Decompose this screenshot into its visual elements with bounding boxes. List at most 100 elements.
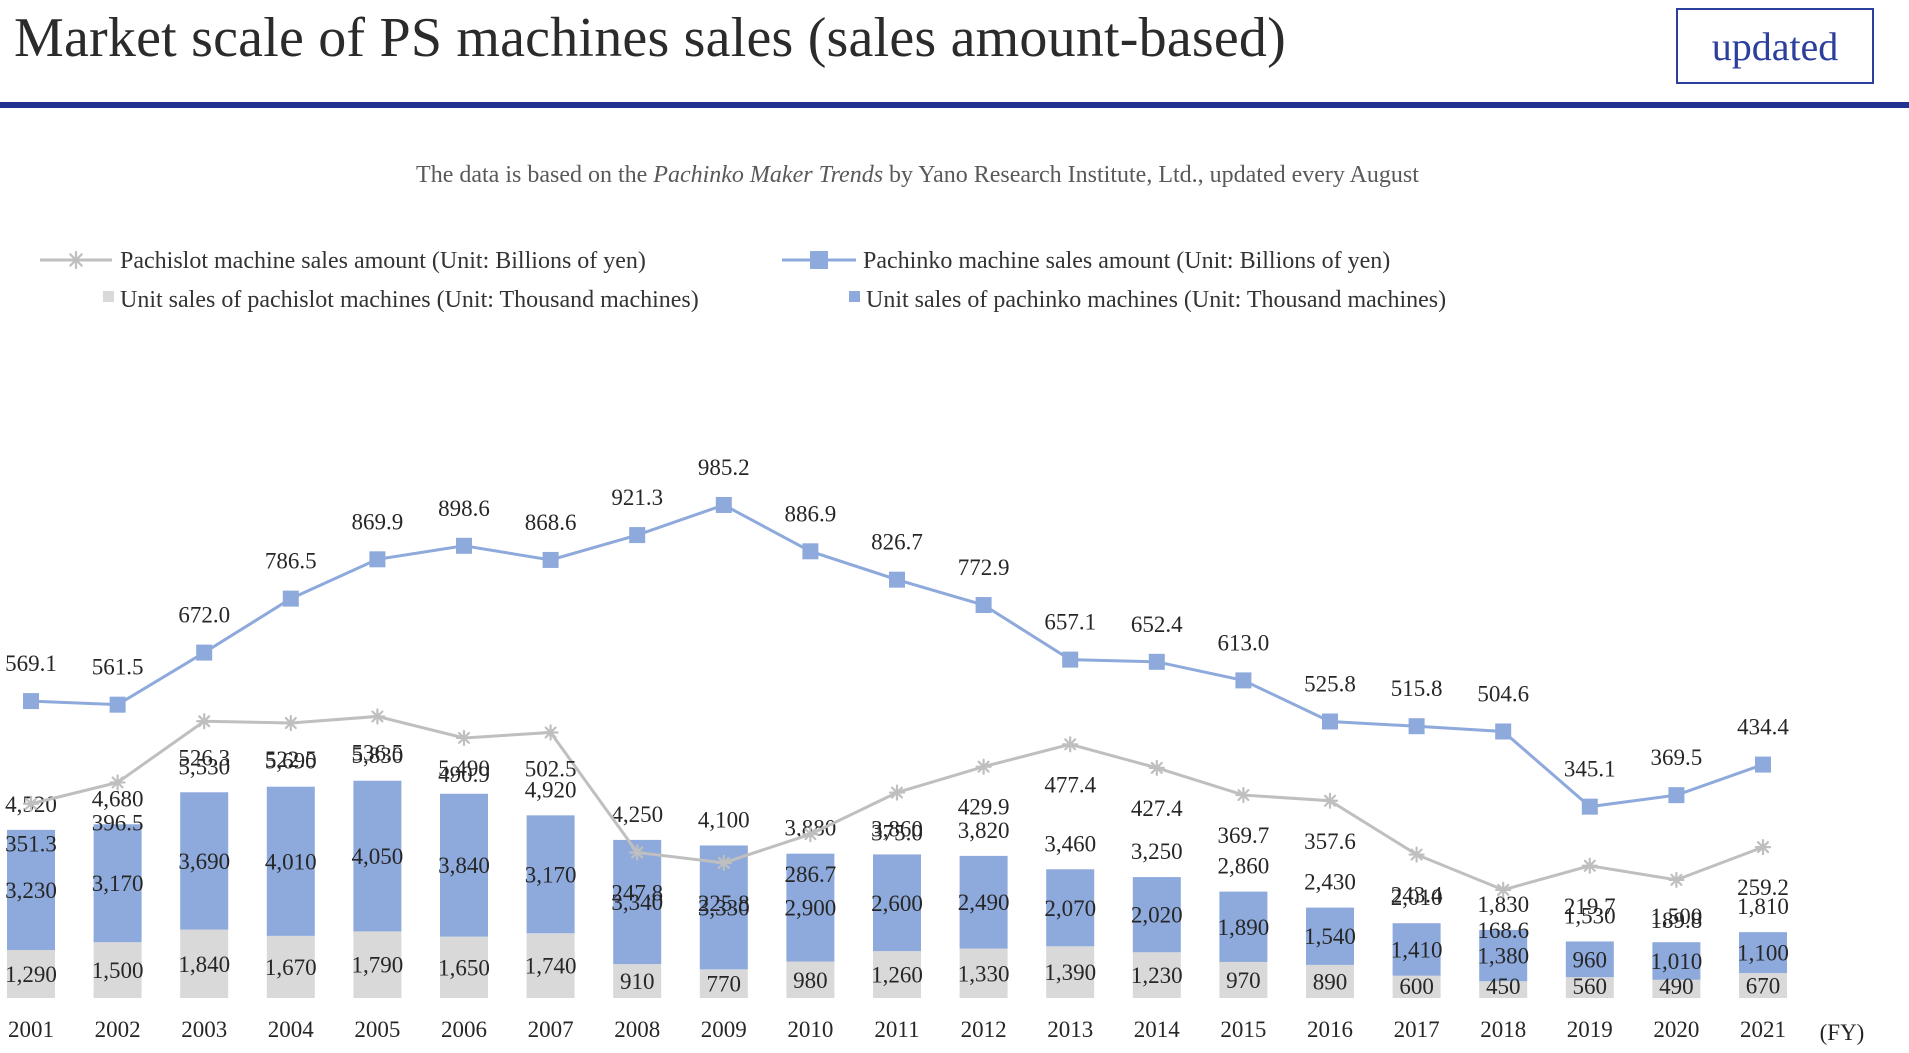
title-rule — [0, 102, 1909, 108]
data-label-total-units: 5,530 — [178, 754, 230, 779]
data-label-pachislot-amount: 375.0 — [871, 821, 923, 846]
data-label-total-units: 4,100 — [698, 807, 750, 832]
x-tick-label: 2002 — [95, 1017, 141, 1042]
data-label-pachislot-amount: 526.3 — [178, 745, 230, 770]
point-pachinko-amount — [1668, 787, 1685, 804]
data-label-pachislot-amount: 259.2 — [1737, 875, 1789, 900]
x-tick-label: 2016 — [1307, 1017, 1353, 1042]
data-label-pachinko-units: 3,230 — [5, 878, 57, 903]
point-pachinko-amount — [1408, 718, 1425, 735]
bar-pachinko-units — [786, 853, 835, 962]
data-label-pachislot-units: 1,390 — [1044, 960, 1096, 985]
data-label-pachinko-amount: 985.2 — [698, 455, 750, 480]
point-pachinko-amount — [1148, 653, 1165, 670]
data-label-pachinko-amount: 898.6 — [438, 496, 490, 521]
x-tick-label: 2004 — [268, 1017, 315, 1042]
data-label-total-units: 5,830 — [352, 743, 404, 768]
source-text-post: by Yano Research Institute, Ltd., update… — [883, 162, 1419, 188]
bar-pachinko-units — [180, 792, 229, 930]
bar-pachislot-units — [353, 931, 402, 998]
bar-pachinko-units — [1479, 929, 1528, 982]
point-pachinko-amount — [109, 696, 126, 713]
legend-label-pachinko-amount: Pachinko machine sales amount (Unit: Bil… — [863, 248, 1390, 274]
point-pachinko-amount — [542, 551, 559, 568]
point-pachislot-amount — [542, 724, 559, 741]
data-label-pachislot-units: 450 — [1486, 974, 1521, 999]
point-pachinko-amount — [802, 543, 819, 560]
point-pachinko-amount — [1062, 651, 1079, 668]
bar-pachinko-units — [1046, 869, 1095, 947]
point-pachinko-amount — [1322, 713, 1338, 730]
point-pachislot-amount — [715, 854, 732, 871]
point-pachislot-amount — [1754, 839, 1772, 856]
data-label-pachislot-amount: 219.7 — [1564, 894, 1616, 919]
data-label-pachinko-amount: 672.0 — [178, 603, 230, 628]
data-label-pachinko-amount: 515.8 — [1391, 676, 1443, 701]
data-label-pachislot-amount: 351.3 — [5, 832, 57, 857]
data-label-pachislot-units: 1,790 — [352, 953, 404, 978]
updated-badge: updated — [1676, 8, 1874, 84]
bar-pachislot-units — [7, 950, 55, 998]
bar-pachislot-units — [1739, 973, 1787, 998]
point-pachinko-amount — [889, 571, 905, 588]
data-label-pachislot-units: 1,330 — [958, 961, 1010, 986]
data-label-pachinko-amount: 569.1 — [5, 651, 57, 676]
data-label-pachislot-units: 670 — [1746, 974, 1781, 999]
x-tick-label: 2001 — [8, 1017, 54, 1042]
data-label-pachinko-units: 1,100 — [1737, 941, 1789, 966]
data-label-pachinko-units: 2,490 — [958, 890, 1010, 915]
data-label-pachislot-amount: 536.5 — [352, 740, 404, 765]
data-label-pachislot-amount: 427.4 — [1131, 796, 1183, 821]
data-label-pachinko-amount: 869.9 — [352, 509, 404, 534]
bar-pachinko-units — [1219, 891, 1268, 962]
x-tick-label: 2008 — [614, 1017, 660, 1042]
data-label-pachislot-units: 970 — [1226, 968, 1261, 993]
x-tick-label: 2003 — [181, 1017, 227, 1042]
legend-swatch-pachislot-units — [103, 291, 114, 302]
bar-pachinko-units — [440, 793, 488, 937]
bar-pachislot-units — [440, 936, 488, 998]
data-label-pachislot-units: 1,230 — [1131, 963, 1183, 988]
point-pachislot-amount — [802, 826, 819, 843]
data-label-pachinko-units: 3,340 — [611, 890, 663, 915]
point-pachinko-amount — [282, 590, 299, 607]
point-pachislot-amount — [369, 708, 386, 725]
data-label-pachislot-units: 980 — [793, 968, 828, 993]
bar-pachislot-units — [699, 969, 748, 998]
data-label-pachislot-amount: 357.6 — [1304, 829, 1356, 854]
data-label-pachislot-amount: 502.5 — [525, 756, 577, 781]
bar-pachinko-units — [1132, 877, 1181, 953]
bar-pachislot-units — [1652, 979, 1701, 998]
bar-pachinko-units — [93, 824, 142, 943]
data-label-pachislot-amount: 189.8 — [1651, 908, 1703, 933]
x-tick-label: 2020 — [1653, 1017, 1699, 1042]
data-label-pachinko-amount: 434.4 — [1737, 715, 1789, 740]
bar-pachislot-units — [266, 935, 315, 998]
data-label-pachislot-units: 1,500 — [92, 958, 144, 983]
bar-pachislot-units — [1219, 961, 1268, 998]
bar-pachislot-units — [1306, 964, 1354, 998]
source-text-pre: The data is based on the — [416, 162, 654, 188]
point-pachislot-amount — [109, 774, 126, 791]
bar-pachislot-units — [1479, 981, 1528, 998]
x-axis: 2001 2002 2003 2004 2005 2006 2007 2008 2009 2010… — [8, 1017, 1864, 1045]
data-label-pachislot-units: 1,840 — [178, 952, 230, 977]
data-label-pachislot-amount: 168.6 — [1477, 918, 1529, 943]
x-tick-label: 2009 — [701, 1017, 747, 1042]
data-label-pachinko-units: 3,170 — [525, 862, 577, 887]
x-axis-unit-label: (FY) — [1820, 1020, 1865, 1045]
data-label-pachinko-units: 2,900 — [785, 896, 837, 921]
x-tick-label: 2021 — [1740, 1017, 1786, 1042]
bar-pachinko-units — [7, 829, 55, 951]
data-label-pachinko-amount: 504.6 — [1477, 681, 1529, 706]
bar-pachislot-units — [1046, 946, 1095, 998]
data-label-pachislot-amount: 243.4 — [1391, 883, 1443, 908]
legend-pachislot-units: Unit sales of pachislot machines (Unit: … — [103, 287, 699, 313]
point-pachislot-amount — [196, 713, 213, 730]
legend-pachinko-units: Unit sales of pachinko machines (Unit: T… — [849, 287, 1446, 313]
data-label-pachislot-amount: 429.9 — [958, 795, 1010, 820]
data-label-total-units: 3,860 — [871, 816, 923, 841]
data-label-total-units: 3,460 — [1044, 831, 1096, 856]
data-label-pachinko-amount: 652.4 — [1131, 612, 1183, 637]
point-pachislot-amount — [455, 729, 473, 747]
